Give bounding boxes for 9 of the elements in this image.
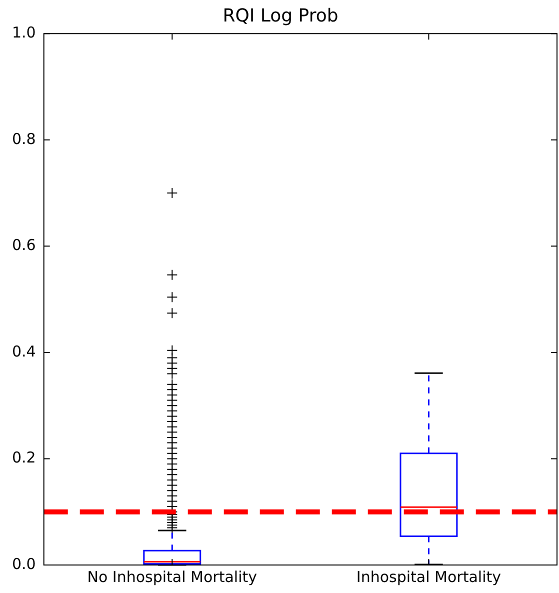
x-tick-label: Inhospital Mortality (356, 568, 502, 586)
y-tick-label: 0.0 (12, 554, 36, 573)
y-tick-label: 1.0 (12, 23, 36, 42)
y-tick-label: 0.8 (12, 130, 36, 148)
x-tick-label: No Inhospital Mortality (87, 568, 258, 586)
y-tick-label: 0.4 (12, 342, 36, 360)
chart-title: RQI Log Prob (222, 5, 338, 26)
y-tick-label: 0.6 (12, 236, 36, 254)
y-tick-label: 0.2 (12, 448, 36, 467)
